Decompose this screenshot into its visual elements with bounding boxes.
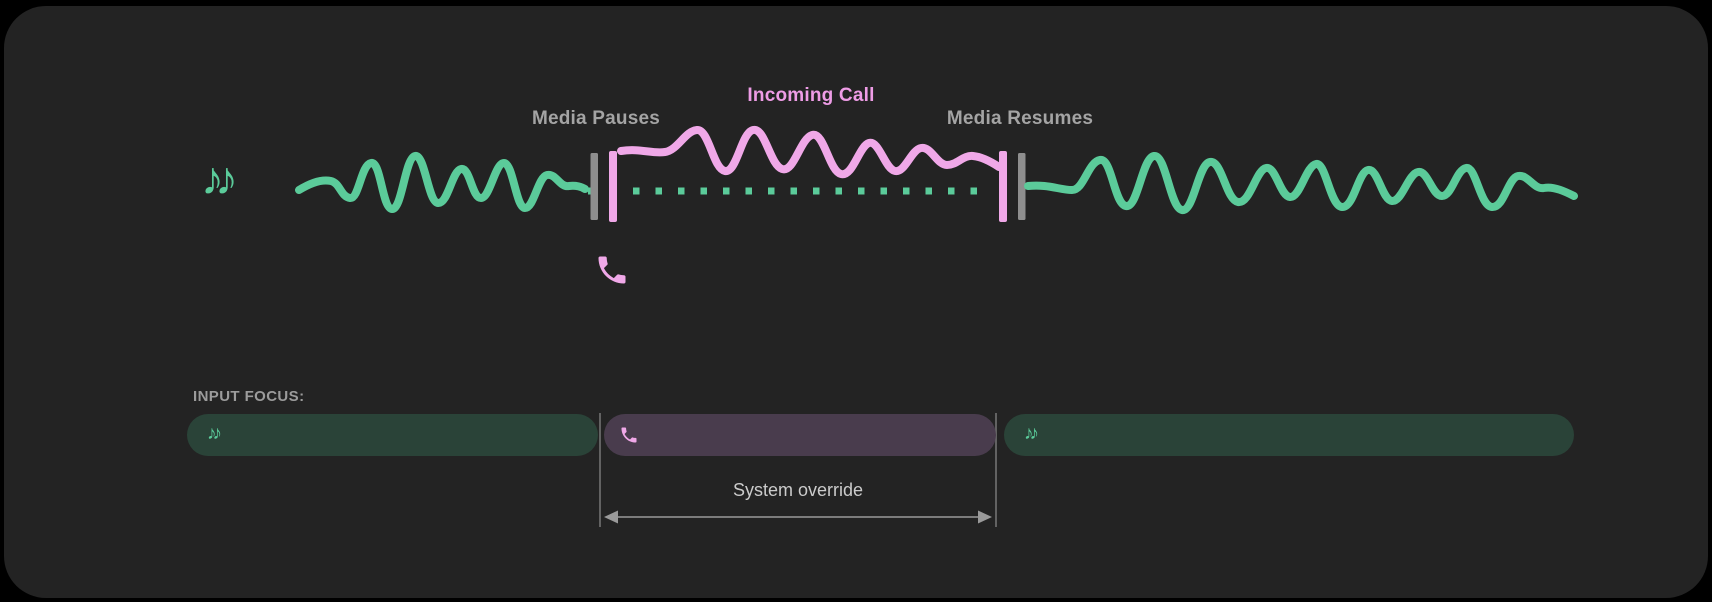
diagram-card — [4, 6, 1708, 598]
incoming-call-label: Incoming Call — [747, 85, 875, 106]
music-notes-icon: ♪♪ — [207, 423, 222, 444]
focus-bar-media-before: ♪♪ — [187, 414, 598, 456]
system-override-label: System override — [732, 480, 864, 500]
phone-icon — [621, 427, 637, 443]
focus-bar-incoming-call — [604, 414, 996, 456]
input-focus-heading: INPUT FOCUS: — [193, 388, 305, 405]
media-pauses-label: Media Pauses — [531, 108, 661, 129]
focus-bar-media-after: ♪♪ — [1004, 414, 1574, 456]
music-notes-icon: ♪♪ — [1024, 423, 1039, 444]
media-resumes-label: Media Resumes — [946, 108, 1094, 129]
music-notes-icon: ♪♪ — [201, 152, 238, 204]
